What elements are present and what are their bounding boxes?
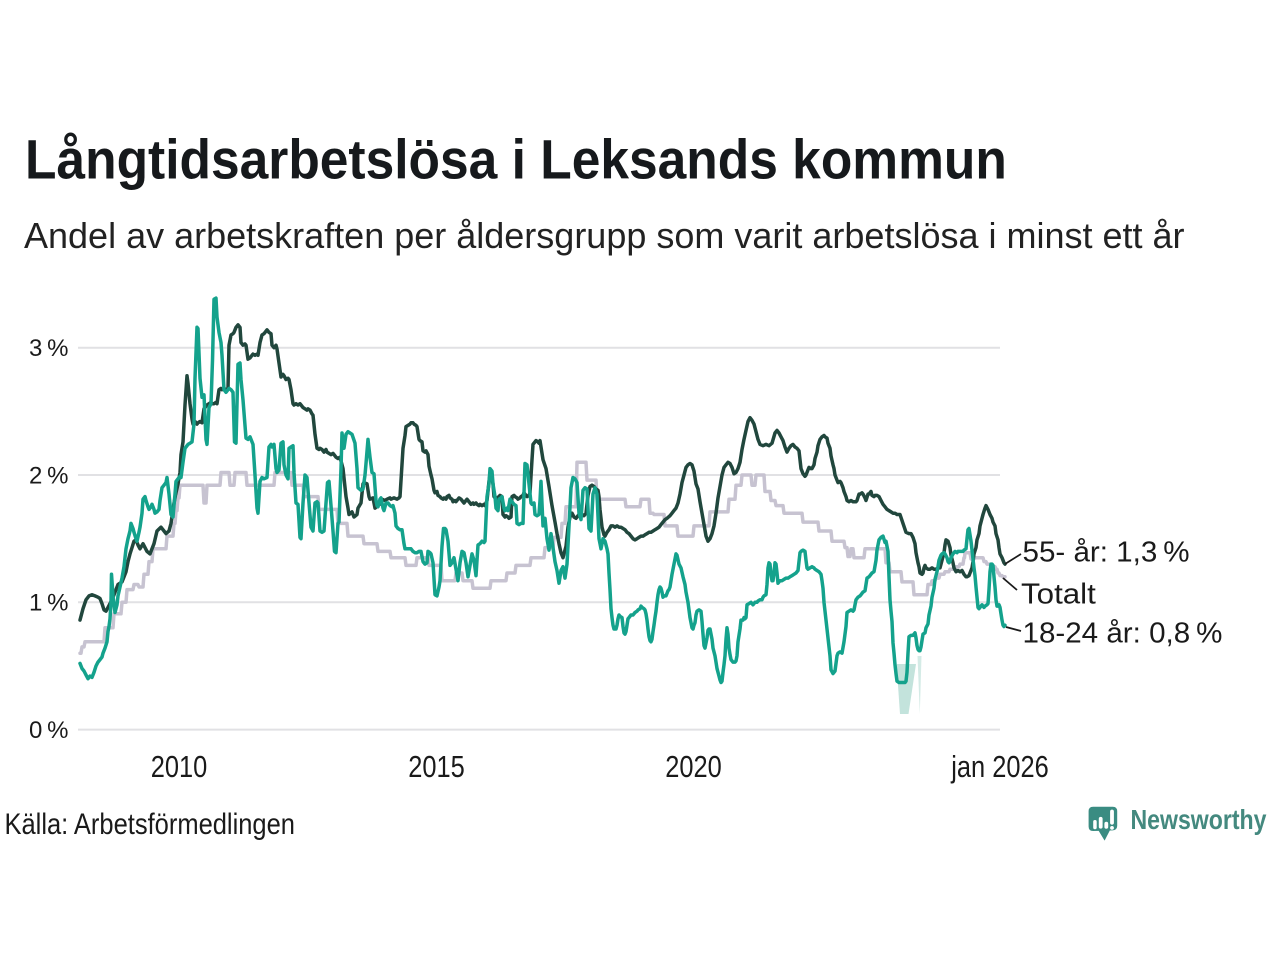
- svg-text:Andel av arbetskraften per åld: Andel av arbetskraften per åldersgrupp s…: [24, 215, 1185, 256]
- svg-text:2010: 2010: [151, 750, 208, 785]
- svg-text:2 %: 2 %: [29, 462, 69, 489]
- svg-text:Långtidsarbetslösa i Leksands: Långtidsarbetslösa i Leksands kommun: [25, 129, 1007, 191]
- svg-text:Totalt: Totalt: [1021, 579, 1096, 611]
- svg-text:2020: 2020: [665, 750, 722, 785]
- svg-text:Källa: Arbetsförmedlingen: Källa: Arbetsförmedlingen: [5, 807, 295, 840]
- svg-text:jan 2026: jan 2026: [950, 750, 1048, 785]
- svg-text:3 %: 3 %: [29, 335, 69, 362]
- svg-text:18-24 år: 0,8 %: 18-24 år: 0,8 %: [1023, 617, 1223, 650]
- svg-text:55- år: 1,3 %: 55- år: 1,3 %: [1023, 536, 1190, 569]
- svg-text:Newsworthy: Newsworthy: [1131, 805, 1267, 835]
- svg-text:2015: 2015: [408, 750, 465, 785]
- svg-text:1 %: 1 %: [29, 590, 69, 617]
- svg-text:0 %: 0 %: [29, 717, 69, 744]
